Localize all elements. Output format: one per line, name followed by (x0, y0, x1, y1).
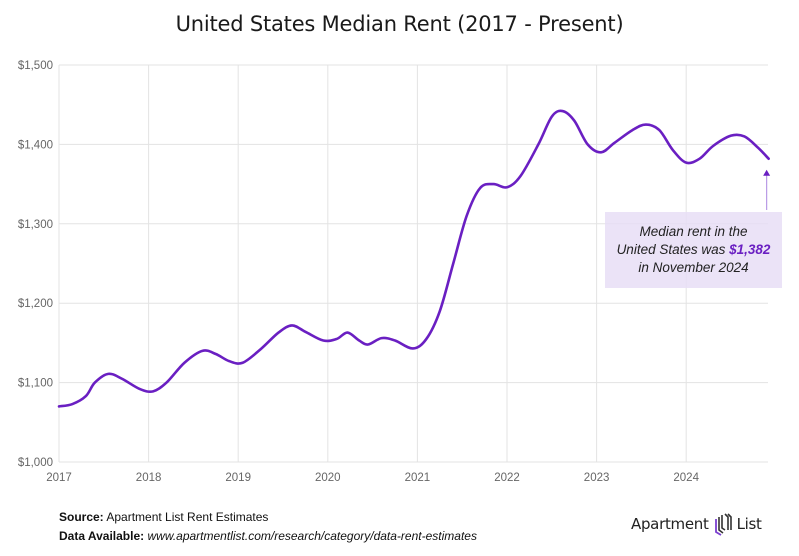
source-text: Apartment List Rent Estimates (103, 510, 269, 524)
annotation-value: $1,382 (729, 242, 771, 257)
apartment-list-logo: Apartment List (631, 512, 762, 536)
data-available-label: Data Available: (59, 529, 145, 543)
x-tick-label: 2021 (405, 472, 431, 484)
series-line-median-rent (57, 109, 770, 408)
annotation-box: Median rent in the United States was $1,… (605, 212, 782, 288)
source-line: Source: Apartment List Rent Estimates (59, 508, 477, 527)
x-tick-label: 2018 (136, 472, 162, 484)
y-tick-label: $1,400 (18, 139, 53, 151)
x-axis: 2017 2018 2019 2020 2021 2022 2023 2024 (46, 472, 699, 484)
logo-word-2: List (736, 515, 762, 533)
building-logo-icon (714, 513, 732, 536)
y-tick-label: $1,500 (18, 60, 53, 72)
annotation-arrow (763, 169, 771, 210)
y-tick-label: $1,300 (18, 219, 53, 231)
y-tick-label: $1,200 (18, 298, 53, 310)
x-tick-label: 2024 (673, 472, 699, 484)
y-axis: $1,000 $1,100 $1,200 $1,300 $1,400 $1,500 (18, 60, 53, 469)
data-available-line: Data Available: www.apartmentlist.com/re… (59, 527, 477, 546)
annotation-line-3: in November 2024 (638, 260, 749, 275)
annotation-line-2-text: United States was (616, 242, 730, 257)
logo-word-1: Apartment (631, 515, 709, 533)
x-tick-label: 2020 (315, 472, 341, 484)
y-tick-label: $1,000 (18, 457, 53, 469)
x-tick-label: 2017 (46, 472, 72, 484)
annotation-line-1: Median rent in the (639, 224, 748, 239)
annotation-arrow-head (763, 169, 771, 176)
y-tick-label: $1,100 (18, 378, 53, 390)
grid (58, 64, 768, 463)
x-tick-label: 2023 (584, 472, 610, 484)
data-url[interactable]: www.apartmentlist.com/research/category/… (144, 529, 477, 543)
footer: Source: Apartment List Rent Estimates Da… (59, 508, 477, 546)
x-tick-label: 2022 (494, 472, 520, 484)
x-tick-label: 2019 (225, 472, 251, 484)
source-label: Source: (59, 510, 104, 524)
annotation-line-2: United States was $1,382 (617, 241, 771, 259)
chart-title: United States Median Rent (2017 - Presen… (175, 12, 624, 36)
